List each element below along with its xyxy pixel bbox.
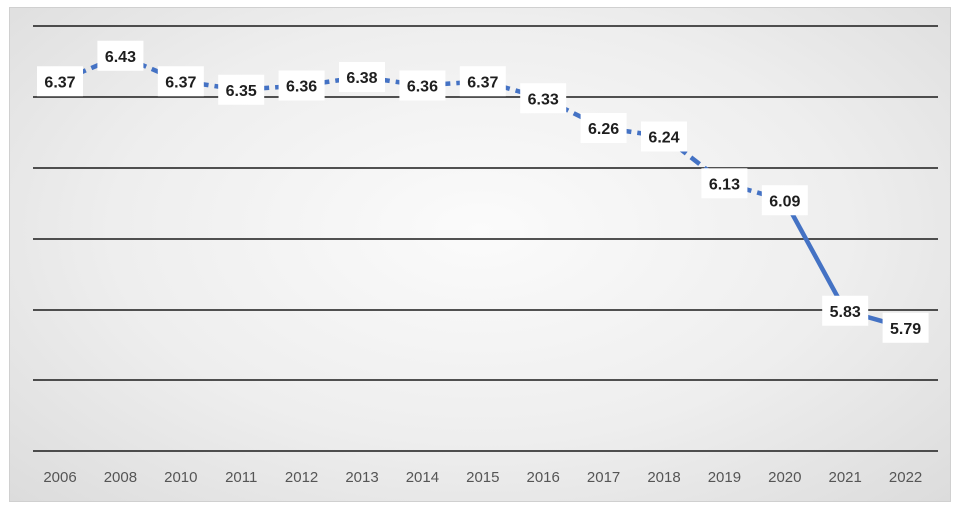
data-label-box xyxy=(520,83,567,114)
data-label: 6.33 xyxy=(520,83,567,114)
x-tick-label: 2014 xyxy=(406,469,439,486)
data-label-box xyxy=(580,113,627,143)
x-tick-label: 2017 xyxy=(587,469,620,486)
series-segment xyxy=(662,134,726,186)
data-label-text: 6.09 xyxy=(769,193,800,210)
x-tick-label: 2015 xyxy=(466,469,499,486)
data-label: 5.79 xyxy=(882,312,929,343)
data-label-box xyxy=(459,66,506,97)
data-label-text: 6.35 xyxy=(226,83,257,100)
data-label-text: 6.37 xyxy=(165,74,196,91)
gridlines xyxy=(33,25,938,452)
x-tick-label: 2018 xyxy=(647,469,680,486)
data-label-box xyxy=(761,185,808,216)
x-tick-label: 2019 xyxy=(708,469,741,486)
x-tick-label: 2022 xyxy=(889,469,922,486)
data-label: 6.37 xyxy=(37,66,83,97)
data-label: 6.26 xyxy=(580,113,627,143)
data-label-text: 6.33 xyxy=(528,91,559,108)
data-label: 6.36 xyxy=(278,70,325,101)
data-label: 6.13 xyxy=(701,168,748,199)
x-tick-label: 2020 xyxy=(768,469,801,486)
x-tick-label: 2008 xyxy=(104,469,137,486)
data-label: 6.43 xyxy=(97,40,144,71)
data-label-box xyxy=(399,70,446,101)
data-label-text: 6.36 xyxy=(407,79,438,96)
data-label-box xyxy=(701,168,748,199)
data-label-text: 6.37 xyxy=(467,74,498,91)
data-label-text: 6.36 xyxy=(286,79,317,96)
data-label-box xyxy=(641,121,687,152)
data-label: 6.35 xyxy=(218,74,265,105)
data-label-box xyxy=(157,66,204,97)
x-tick-label: 2006 xyxy=(43,469,76,486)
data-label-box xyxy=(218,74,265,105)
data-label-box xyxy=(882,312,929,343)
data-label: 5.83 xyxy=(822,295,869,326)
data-label-text: 6.38 xyxy=(346,70,377,87)
data-label: 6.37 xyxy=(459,66,506,97)
data-label-box xyxy=(37,66,83,97)
x-tick-label: 2010 xyxy=(164,469,197,486)
data-label-box xyxy=(339,62,385,92)
data-label-text: 6.13 xyxy=(709,176,740,193)
x-tick-label: 2013 xyxy=(345,469,378,486)
data-label: 6.37 xyxy=(157,66,204,97)
data-labels: 6.37 6.43 6.37 6.35 6.36 6.38 6.36 6.37 6.33 6.26… xyxy=(37,40,929,343)
data-label-text: 5.83 xyxy=(830,304,861,321)
data-label-text: 6.37 xyxy=(44,74,75,91)
x-tick-label: 2016 xyxy=(527,469,560,486)
data-label: 6.24 xyxy=(641,121,687,152)
series-segment xyxy=(782,199,848,312)
data-label-text: 6.26 xyxy=(588,121,619,138)
data-label-box xyxy=(97,40,144,71)
data-label: 6.36 xyxy=(399,70,446,101)
x-axis-ticks: 2006 2008 2010 2011 2012 2013 2014 2015 2016 2017… xyxy=(43,469,922,486)
x-tick-label: 2012 xyxy=(285,469,318,486)
data-label: 6.38 xyxy=(339,62,385,92)
data-label: 6.09 xyxy=(761,185,808,216)
data-label-text: 6.24 xyxy=(648,130,679,147)
data-label-box xyxy=(278,70,325,101)
x-tick-label: 2011 xyxy=(225,469,257,486)
data-label-text: 5.79 xyxy=(890,321,921,338)
data-label-box xyxy=(822,295,869,326)
data-label-text: 6.43 xyxy=(105,49,136,66)
x-tick-label: 2021 xyxy=(829,469,862,486)
